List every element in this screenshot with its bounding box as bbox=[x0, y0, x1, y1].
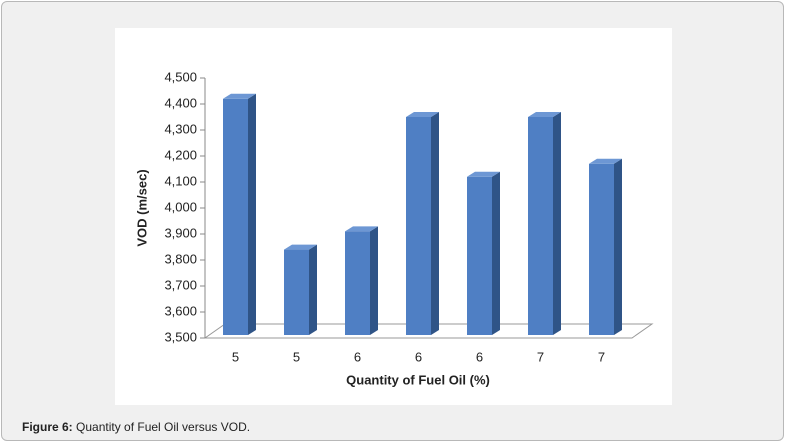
bar-top bbox=[345, 226, 378, 232]
bar bbox=[467, 176, 492, 335]
bar-side bbox=[431, 112, 439, 335]
bar-top bbox=[589, 158, 622, 164]
y-tick-label: 3,900 bbox=[164, 225, 197, 240]
bar-side bbox=[614, 158, 622, 335]
y-tick-label: 3,800 bbox=[164, 251, 197, 266]
bar-side bbox=[370, 226, 378, 335]
y-tick-label: 3,600 bbox=[164, 303, 197, 318]
y-tick-label: 4,300 bbox=[164, 121, 197, 136]
x-tick-label: 7 bbox=[537, 349, 544, 364]
caption-text: Quantity of Fuel Oil versus VOD. bbox=[76, 420, 251, 434]
y-tick-label: 4,000 bbox=[164, 199, 197, 214]
y-tick-label: 3,500 bbox=[164, 329, 197, 344]
bar-side bbox=[492, 171, 500, 335]
x-tick-label: 7 bbox=[598, 349, 605, 364]
y-tick-label: 4,100 bbox=[164, 173, 197, 188]
x-axis-title: Quantity of Fuel Oil (%) bbox=[346, 372, 490, 387]
y-tick-label: 4,400 bbox=[164, 95, 197, 110]
bar-side bbox=[248, 93, 256, 335]
x-tick-label: 6 bbox=[476, 349, 483, 364]
bar bbox=[589, 163, 614, 335]
bar-top bbox=[284, 244, 317, 250]
bar bbox=[345, 231, 370, 335]
bar bbox=[284, 249, 309, 335]
caption: Figure 6: Quantity of Fuel Oil versus VO… bbox=[22, 420, 250, 434]
x-tick-label: 6 bbox=[354, 349, 361, 364]
bar-top bbox=[467, 171, 500, 177]
y-tick-label: 4,200 bbox=[164, 147, 197, 162]
bar-top bbox=[223, 93, 256, 99]
bar-top bbox=[528, 112, 561, 117]
y-tick-label: 4,500 bbox=[164, 69, 197, 84]
bar bbox=[528, 117, 553, 335]
bar-top bbox=[406, 112, 439, 117]
bar-side bbox=[553, 112, 561, 335]
y-axis-title: VOD (m/sec) bbox=[134, 169, 149, 246]
bar bbox=[223, 98, 248, 335]
x-tick-label: 6 bbox=[415, 349, 422, 364]
bar-side bbox=[309, 244, 317, 335]
x-tick-label: 5 bbox=[293, 349, 300, 364]
x-tick-label: 5 bbox=[232, 349, 239, 364]
y-tick-label: 3,700 bbox=[164, 277, 197, 292]
chart: Quantity of Fuel Oil (%) VOD (m/sec) 3,5… bbox=[115, 28, 672, 405]
bar bbox=[406, 117, 431, 335]
caption-label: Figure 6: bbox=[22, 420, 73, 434]
